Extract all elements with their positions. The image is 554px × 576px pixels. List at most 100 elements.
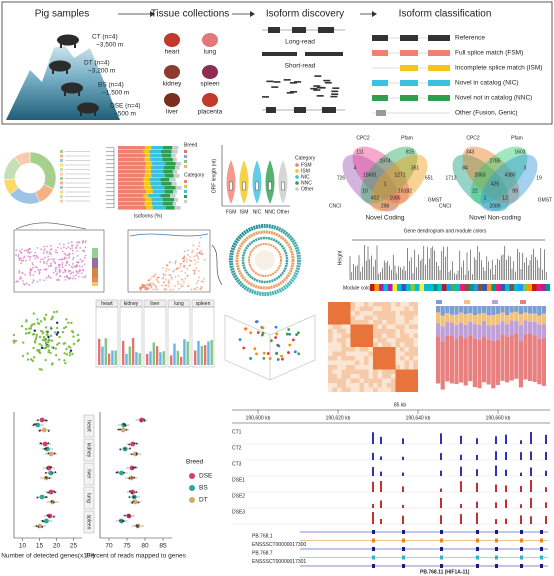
sample-point bbox=[123, 471, 125, 474]
network-node bbox=[31, 333, 35, 336]
heat-cell bbox=[364, 329, 369, 334]
scatter-point bbox=[168, 268, 170, 271]
isoform-exon bbox=[495, 530, 498, 534]
bar-segment bbox=[463, 314, 468, 325]
legend-key bbox=[60, 172, 63, 176]
heat-cell bbox=[341, 369, 346, 374]
sample-point bbox=[46, 514, 49, 517]
label: Pfam bbox=[401, 135, 413, 141]
short-read bbox=[332, 87, 340, 89]
heat-cell bbox=[409, 338, 414, 343]
heat-cell bbox=[355, 333, 360, 338]
bar bbox=[152, 342, 155, 365]
network-node bbox=[36, 318, 39, 321]
heat-cell bbox=[386, 311, 391, 316]
heat-cell bbox=[341, 347, 346, 352]
network-node bbox=[45, 330, 48, 333]
bar-segment bbox=[169, 194, 176, 198]
bar-segment bbox=[445, 335, 450, 382]
label: FSM bbox=[301, 162, 312, 168]
label: 25 bbox=[70, 543, 78, 550]
heat-cell bbox=[368, 378, 373, 383]
coverage bbox=[495, 519, 497, 524]
bar-segment bbox=[143, 150, 150, 154]
scatter-point bbox=[139, 286, 141, 288]
scatter-point bbox=[47, 265, 50, 268]
label: GMST bbox=[538, 197, 552, 203]
scatter-point bbox=[45, 277, 48, 279]
box bbox=[281, 181, 285, 191]
heat-cell bbox=[404, 342, 409, 347]
isoform-exon bbox=[520, 538, 523, 543]
bar-segment bbox=[477, 324, 482, 340]
heat-cell bbox=[355, 306, 360, 311]
bar-segment bbox=[144, 182, 151, 186]
heat-cell bbox=[409, 369, 414, 374]
heat-cell bbox=[350, 369, 355, 374]
isoform-exon bbox=[495, 555, 498, 560]
label: Reference bbox=[455, 35, 485, 42]
heat-cell bbox=[395, 383, 400, 388]
scatter-point bbox=[175, 268, 177, 271]
heat-cell bbox=[364, 356, 369, 361]
scatter-point bbox=[71, 244, 74, 247]
exon bbox=[372, 35, 388, 41]
heat-cell bbox=[364, 324, 369, 329]
heat-cell bbox=[377, 302, 382, 307]
scatter-point bbox=[58, 243, 61, 245]
network-node bbox=[25, 320, 28, 323]
heat-cell bbox=[332, 311, 337, 316]
bar-segment bbox=[459, 322, 464, 337]
network-node bbox=[32, 312, 35, 315]
module-color bbox=[455, 284, 461, 291]
exon bbox=[428, 65, 450, 71]
label: 651 bbox=[425, 175, 434, 181]
heat-cell bbox=[337, 383, 342, 388]
coverage bbox=[495, 451, 497, 460]
bar-segment bbox=[172, 146, 179, 150]
label: CPC2 bbox=[466, 135, 480, 141]
sample-point bbox=[128, 443, 131, 446]
heat-cell bbox=[368, 387, 373, 392]
box bbox=[268, 181, 272, 191]
coverage bbox=[520, 452, 522, 460]
bar bbox=[210, 339, 213, 365]
bar-segment bbox=[150, 158, 163, 162]
scatter-point bbox=[48, 251, 51, 253]
label: kidney bbox=[163, 81, 183, 88]
pca-point bbox=[288, 332, 292, 336]
bar-segment bbox=[486, 315, 491, 326]
heat-cell bbox=[359, 338, 364, 343]
sample-point bbox=[115, 471, 118, 474]
scatter-point bbox=[29, 251, 32, 254]
coverage bbox=[372, 432, 374, 444]
label: 1085 bbox=[389, 195, 400, 201]
scatter-point bbox=[168, 281, 170, 284]
heat-cell bbox=[337, 365, 342, 370]
scatter-point bbox=[189, 259, 192, 262]
bar-segment bbox=[118, 198, 145, 202]
sample-point bbox=[44, 448, 47, 451]
scatter-point bbox=[151, 281, 153, 284]
scatter-point bbox=[68, 257, 71, 259]
isoform-exon bbox=[520, 530, 523, 534]
scatter-point bbox=[20, 258, 23, 261]
label: 85 kb bbox=[394, 402, 406, 408]
network-node bbox=[72, 335, 75, 338]
short-read bbox=[289, 82, 297, 84]
isoform-exon bbox=[402, 564, 405, 568]
bar-segment bbox=[149, 178, 161, 182]
scatter-point bbox=[71, 263, 74, 265]
scatter-point bbox=[197, 257, 200, 260]
module-color bbox=[410, 284, 416, 291]
bar-segment bbox=[163, 170, 173, 174]
venn-set bbox=[452, 154, 510, 212]
module-color bbox=[392, 284, 398, 291]
network-node bbox=[31, 359, 34, 363]
bar-segment bbox=[486, 339, 491, 385]
sample-point bbox=[133, 442, 136, 445]
network-node bbox=[12, 341, 16, 344]
bar-segment bbox=[472, 306, 477, 316]
heat-cell bbox=[382, 324, 387, 329]
label: 75 bbox=[123, 543, 131, 550]
